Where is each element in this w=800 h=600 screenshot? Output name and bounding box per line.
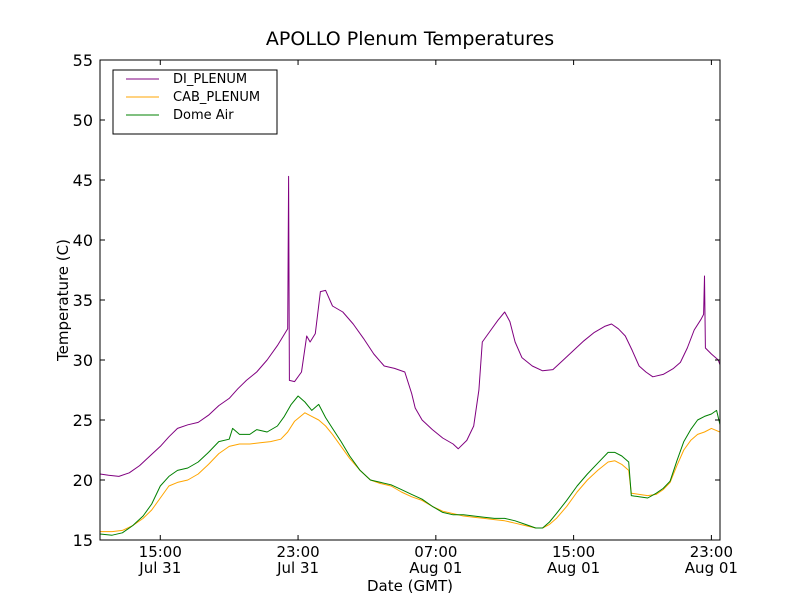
x-tick-label-time: 23:00 [276,543,319,561]
x-tick-label-date: Aug 01 [685,559,738,577]
x-tick-label-date: Jul 31 [276,559,319,577]
y-tick-label: 35 [73,291,93,310]
x-tick-label-time: 23:00 [690,543,733,561]
x-tick-label-date: Aug 01 [547,559,600,577]
legend-label: Dome Air [173,108,234,123]
series-line-di-plenum [100,175,720,477]
x-tick-label-time: 15:00 [139,543,182,561]
x-axis-label: Date (GMT) [367,577,453,595]
legend: DI_PLENUM CAB_PLENUM Dome Air [112,69,278,135]
y-tick-label: 40 [73,231,93,250]
y-tick-label: 55 [73,51,93,70]
legend-label: CAB_PLENUM [173,90,260,105]
y-tick-label: 15 [73,531,93,550]
y-tick-label: 20 [73,471,93,490]
x-tick-label-date: Aug 01 [409,559,462,577]
chart-title: APOLLO Plenum Temperatures [266,28,554,50]
legend-box [112,69,278,135]
series-line-dome-air [100,395,720,536]
series-group [100,175,720,536]
y-tick-label: 30 [73,351,93,370]
y-tick-label: 45 [73,171,93,190]
series-line-cab-plenum [100,412,720,533]
y-tick-label: 25 [73,411,93,430]
x-tick-label-time: 15:00 [552,543,595,561]
x-tick-label-date: Jul 31 [138,559,181,577]
legend-label: DI_PLENUM [173,72,247,87]
plot-frame [99,59,721,541]
y-axis-label: Temperature (C) [54,239,72,362]
y-tick-label: 50 [73,111,93,130]
x-tick-label-time: 07:00 [414,543,457,561]
